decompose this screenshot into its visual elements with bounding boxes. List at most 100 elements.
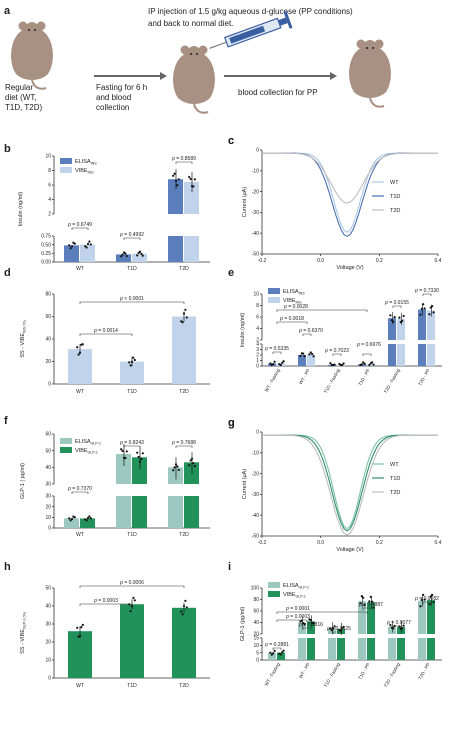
y-tick-label: 40 (45, 604, 51, 610)
x-tick-label: T1D - PP (357, 662, 371, 681)
bar (337, 638, 345, 660)
x-tick-label: T2D - PP (417, 368, 431, 387)
p-value-label: p = 0.8589 (171, 156, 196, 162)
mouse-body (173, 51, 215, 104)
y-tick-label: -40 (252, 231, 259, 237)
data-point (189, 459, 192, 462)
significance-bracket (175, 161, 193, 164)
data-point (132, 596, 135, 599)
data-point (185, 606, 188, 609)
x-axis-title: Voltage (V) (336, 547, 363, 553)
data-point (398, 316, 401, 319)
bar (388, 344, 396, 366)
panel-label-c: c (228, 135, 234, 147)
bar (80, 244, 95, 262)
y-axis-title: Insulin (ng/ml) (18, 192, 24, 227)
data-point (272, 652, 275, 655)
data-point (423, 598, 426, 601)
data-point (193, 465, 196, 468)
mouse-eye (28, 29, 30, 31)
data-point (89, 517, 92, 520)
y-tick-label: 0.75 (41, 234, 51, 240)
bar (116, 254, 131, 262)
data-point (73, 516, 76, 519)
data-point (362, 596, 365, 599)
x-tick-label: WT (76, 389, 84, 395)
data-point (363, 604, 366, 607)
data-point (269, 651, 272, 654)
y-tick-label: 60 (45, 314, 51, 320)
data-point (185, 316, 188, 319)
x-tick-label: WT - Fasting (264, 368, 281, 393)
legend-swatch (268, 591, 280, 597)
mouse-eye (190, 53, 192, 55)
data-point (88, 515, 91, 518)
data-point (86, 516, 90, 520)
panel-label-b: b (4, 143, 11, 155)
x-tick-label: T2D (179, 266, 189, 272)
bar (184, 462, 199, 484)
panel-label-h: h (4, 561, 11, 573)
syringe-icon (209, 10, 293, 49)
significance-bracket (392, 305, 402, 308)
data-point (309, 351, 312, 354)
data-point (130, 360, 134, 363)
significance-bracket (422, 293, 432, 296)
data-point (308, 353, 311, 356)
mouse-head (187, 46, 201, 62)
significance-bracket (272, 351, 282, 354)
y-tick-label: 30 (45, 482, 51, 488)
significance-bracket (79, 301, 185, 304)
data-point (188, 464, 191, 467)
bar (298, 638, 306, 660)
bar (418, 309, 426, 340)
diet-text: T1D, T2D) (5, 103, 43, 112)
y-tick-label: 30 (45, 494, 51, 500)
data-point (76, 626, 79, 629)
panel-label-g: g (228, 417, 235, 429)
bar (168, 496, 183, 528)
x-tick-label: WT (76, 532, 84, 538)
injection-text: IP injection of 1.5 g/kg aqueous d-gluco… (148, 7, 353, 16)
y-tick-label: 2 (256, 338, 259, 344)
data-point (81, 623, 84, 626)
mouse-head (363, 40, 377, 56)
data-point (173, 172, 176, 175)
data-point (371, 361, 374, 364)
x-tick-label: T2D - Fasting (383, 662, 401, 689)
bar (418, 638, 426, 660)
data-point (389, 623, 392, 627)
significance-bracket (71, 491, 89, 494)
y-tick-label: 4 (48, 197, 51, 203)
legend-swatch (268, 288, 280, 294)
bar (367, 638, 375, 660)
series-line (262, 152, 438, 204)
legend-swatch (60, 447, 72, 453)
significance-bracket (332, 353, 342, 356)
y-tick-label: 1 (256, 358, 259, 364)
pp-text: blood collection for PP (238, 88, 318, 97)
data-point (140, 457, 143, 461)
y-tick-label: -30 (252, 210, 259, 216)
y-tick-label: 20 (45, 640, 51, 646)
bar (388, 638, 396, 660)
data-point (136, 451, 139, 454)
data-point (299, 354, 302, 358)
y-tick-label: 30 (45, 622, 51, 628)
x-tick-label: 0.2 (376, 540, 383, 546)
y-tick-label: -10 (252, 169, 259, 175)
data-point (329, 362, 332, 365)
panel-label-a: a (4, 5, 11, 17)
data-point (177, 178, 180, 181)
bar (116, 454, 131, 484)
bar (397, 627, 405, 634)
p-value-label: p = 0.6976 (356, 342, 381, 348)
data-point (85, 519, 88, 522)
data-point (84, 245, 87, 248)
data-point (341, 363, 344, 367)
x-tick-label: 0.4 (435, 540, 442, 546)
y-tick-label: 60 (253, 609, 259, 615)
bar (418, 344, 426, 366)
y-tick-label: 0 (48, 526, 51, 532)
